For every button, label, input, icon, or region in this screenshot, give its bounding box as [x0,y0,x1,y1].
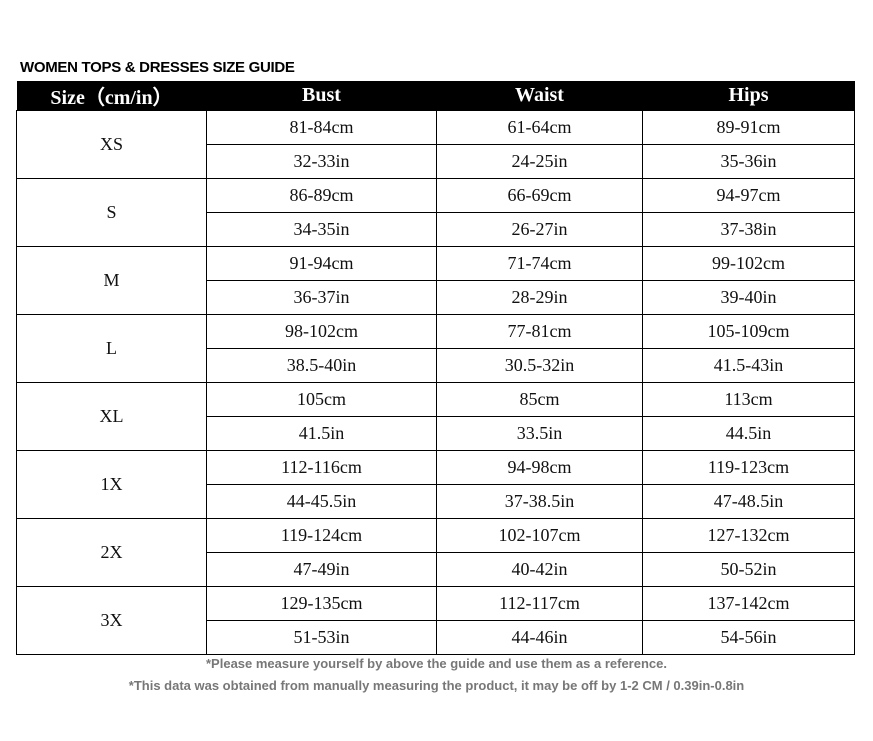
table-row-cm: S 86-89cm 66-69cm 94-97cm [16,178,855,247]
bust-cm-cell: 81-84cm [206,110,437,145]
table-row-cm: 2X 119-124cm 102-107cm 127-132cm [16,518,855,587]
page-title: WOMEN TOPS & DRESSES SIZE GUIDE [20,59,295,76]
size-cell: S [16,178,207,247]
hips-cm-cell: 113cm [642,382,855,417]
table-row-in: 36-37in 28-29in 39-40in [17,280,855,315]
table-row-cm: XL 105cm 85cm 113cm [16,382,855,451]
bust-in-cell: 34-35in [206,212,437,247]
table-row-in: 51-53in 44-46in 54-56in [17,620,855,655]
waist-in-cell: 37-38.5in [436,484,643,519]
header-hips: Hips [642,81,855,111]
size-guide-table: Size（cm/in） Bust Waist Hips XS 81-84cm 61-… [16,81,855,655]
hips-cm-cell: 137-142cm [642,586,855,621]
table-row-in: 44-45.5in 37-38.5in 47-48.5in [17,484,855,519]
note-accuracy: *This data was obtained from manually me… [128,678,745,693]
table-row-cm: M 91-94cm 71-74cm 99-102cm [16,246,855,315]
bust-in-cell: 41.5in [206,416,437,451]
bust-cm-cell: 119-124cm [206,518,437,553]
bust-in-cell: 44-45.5in [206,484,437,519]
waist-cm-cell: 66-69cm [436,178,643,213]
table-row-in: 34-35in 26-27in 37-38in [17,212,855,247]
size-cell: XL [16,382,207,451]
bust-in-cell: 47-49in [206,552,437,587]
waist-in-cell: 30.5-32in [436,348,643,383]
waist-in-cell: 28-29in [436,280,643,315]
waist-cm-cell: 71-74cm [436,246,643,281]
hips-in-cell: 37-38in [642,212,855,247]
hips-cm-cell: 105-109cm [642,314,855,349]
size-cell: 1X [16,450,207,519]
hips-in-cell: 54-56in [642,620,855,655]
header-bust: Bust [206,81,437,111]
bust-cm-cell: 86-89cm [206,178,437,213]
table-row-cm: L 98-102cm 77-81cm 105-109cm [16,314,855,383]
bust-in-cell: 36-37in [206,280,437,315]
size-cell: L [16,314,207,383]
table-row-in: 32-33in 24-25in 35-36in [17,144,855,179]
size-cell: XS [16,110,207,179]
hips-cm-cell: 99-102cm [642,246,855,281]
table-row-in: 47-49in 40-42in 50-52in [17,552,855,587]
waist-in-cell: 33.5in [436,416,643,451]
waist-cm-cell: 94-98cm [436,450,643,485]
bust-in-cell: 51-53in [206,620,437,655]
waist-cm-cell: 61-64cm [436,110,643,145]
hips-in-cell: 44.5in [642,416,855,451]
hips-in-cell: 35-36in [642,144,855,179]
hips-in-cell: 50-52in [642,552,855,587]
hips-in-cell: 41.5-43in [642,348,855,383]
header-size: Size（cm/in） [16,81,207,111]
bust-cm-cell: 112-116cm [206,450,437,485]
table-row-in: 41.5in 33.5in 44.5in [17,416,855,451]
table-body: XS 81-84cm 61-64cm 89-91cm 32-33in 24-25in 35-… [16,110,855,655]
waist-in-cell: 44-46in [436,620,643,655]
bust-cm-cell: 91-94cm [206,246,437,281]
header-waist: Waist [436,81,643,111]
size-cell: 2X [16,518,207,587]
waist-cm-cell: 85cm [436,382,643,417]
hips-cm-cell: 119-123cm [642,450,855,485]
size-cell: M [16,246,207,315]
bust-in-cell: 38.5-40in [206,348,437,383]
bust-cm-cell: 105cm [206,382,437,417]
waist-in-cell: 24-25in [436,144,643,179]
header-row: Size（cm/in） Bust Waist Hips [16,81,855,111]
hips-in-cell: 47-48.5in [642,484,855,519]
table-row-cm: XS 81-84cm 61-64cm 89-91cm [16,110,855,179]
table-row-cm: 3X 129-135cm 112-117cm 137-142cm [16,586,855,655]
table-row-in: 38.5-40in 30.5-32in 41.5-43in [17,348,855,383]
table-row-cm: 1X 112-116cm 94-98cm 119-123cm [16,450,855,519]
waist-cm-cell: 77-81cm [436,314,643,349]
waist-in-cell: 26-27in [436,212,643,247]
bust-cm-cell: 129-135cm [206,586,437,621]
hips-cm-cell: 89-91cm [642,110,855,145]
hips-cm-cell: 127-132cm [642,518,855,553]
waist-cm-cell: 112-117cm [436,586,643,621]
bust-in-cell: 32-33in [206,144,437,179]
hips-cm-cell: 94-97cm [642,178,855,213]
bust-cm-cell: 98-102cm [206,314,437,349]
waist-cm-cell: 102-107cm [436,518,643,553]
waist-in-cell: 40-42in [436,552,643,587]
note-measure: *Please measure yourself by above the gu… [206,656,667,671]
size-cell: 3X [16,586,207,655]
hips-in-cell: 39-40in [642,280,855,315]
